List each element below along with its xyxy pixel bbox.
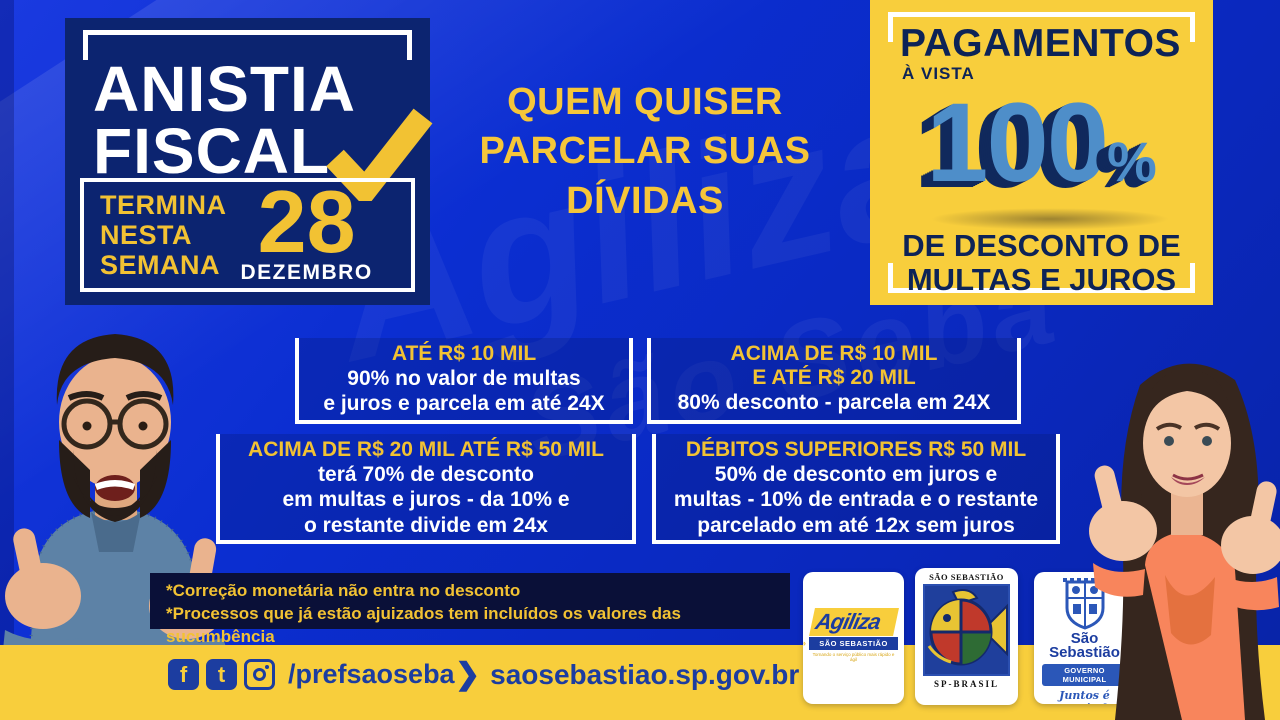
tier-box-10-20mil: ACIMA DE R$ 10 MIL E ATÉ R$ 20 MIL 80% d… [647,338,1021,424]
fish-logo-card: SÃO SEBASTIÃO SP-BRASIL [915,568,1018,705]
agiliza-logo-card: Agiliza » SÃO SEBASTIÃO Tornando o serviç… [803,572,904,704]
anistia-title: ANISTIA [93,53,356,125]
tier-box-upto-10mil: ATÉ R$ 10 MIL 90% no valor de multas e j… [295,338,633,424]
checkmark-icon [326,108,433,201]
tier-box-above-50mil: DÉBITOS SUPERIORES R$ 50 MIL 50% de desc… [652,434,1060,544]
deadline-month: DEZEMBRO [240,261,373,285]
tier-body: 50% de desconto em juros e multas - 10% … [673,463,1039,537]
agiliza-sub: SÃO SEBASTIÃO [819,639,888,648]
gov-slogan: Juntos é Possível! [1057,688,1111,705]
disclaimer-bar: *Correção monetária não entra no descont… [150,573,790,646]
twitter-icon[interactable]: t [206,659,237,690]
agiliza-logo: Agiliza [813,609,883,634]
facebook-icon[interactable]: f [168,659,199,690]
discount-line2: MULTAS E JUROS [906,262,1177,297]
deadline-box: TERMINA NESTA SEMANA 28 DEZEMBRO [80,171,415,292]
deadline-day: 28 [257,171,356,271]
instagram-icon[interactable] [244,659,275,690]
avista-subtitle: À VISTA [902,64,975,83]
agiliza-tagline: Tornando o serviço público mais rápido e… [812,652,895,662]
disclaimer-line: *Processos que já estão ajuizados tem in… [166,603,681,646]
tier-title: ACIMA DE R$ 10 MIL E ATÉ R$ 20 MIL [730,342,938,390]
panel-bracket [83,30,412,60]
fish-card-title: SÃO SEBASTIÃO [929,572,1004,582]
tier-box-20-50mil: ACIMA DE R$ 20 MIL ATÉ R$ 50 MIL terá 70… [216,434,636,544]
panel-bracket [888,12,1195,42]
panel-bracket [888,263,1195,293]
cash-payment-panel: PAGAMENTOS À VISTA 100% DE DESCONTO DE M… [870,0,1213,305]
anistia-panel: ANISTIA FISCAL TERMINA NESTA SEMANA 28 D… [65,18,433,305]
website-url[interactable]: saosebastiao.sp.gov.br [490,658,800,690]
disclaimer-line: *Correção monetária não entra no descont… [166,581,521,600]
fish-card-subtitle: SP-BRASIL [933,679,999,689]
social-handle[interactable]: /prefsaoseba [288,659,455,689]
fish-artwork [923,584,1010,676]
tier-title: ATÉ R$ 10 MIL [391,342,537,365]
tier-body: terá 70% de desconto em multas e juros -… [282,463,570,537]
percent-shadow [930,208,1170,230]
chevron-icon: ❯ [455,658,481,691]
hundred-percent: 100% [926,80,1157,205]
tier-body: 80% desconto - parcela em 24X [677,391,991,415]
fiscal-title: FISCAL [93,115,331,187]
deadline-text: TERMINA NESTA SEMANA [100,189,227,281]
gov-city-name: São Sebastião [1049,630,1120,662]
left-edge-shade [0,0,14,660]
gov-label: GOVERNO MUNICIPAL [1042,663,1127,686]
tier-title: ACIMA DE R$ 20 MIL ATÉ R$ 50 MIL [248,438,604,461]
payments-title: PAGAMENTOS [900,22,1181,65]
discount-line1: DE DESCONTO DE [902,228,1181,263]
tier-body: 90% no valor de multas e juros e parcela… [323,367,605,416]
chevrons-icon: » [803,638,807,648]
coat-of-arms-icon [1062,578,1107,630]
government-logo-card: São Sebastião GOVERNO MUNICIPAL Juntos é… [1034,572,1135,704]
tier-title: DÉBITOS SUPERIORES R$ 50 MIL [685,438,1027,461]
main-headline: QUEM QUISER PARCELAR SUAS DÍVIDAS [479,81,811,222]
